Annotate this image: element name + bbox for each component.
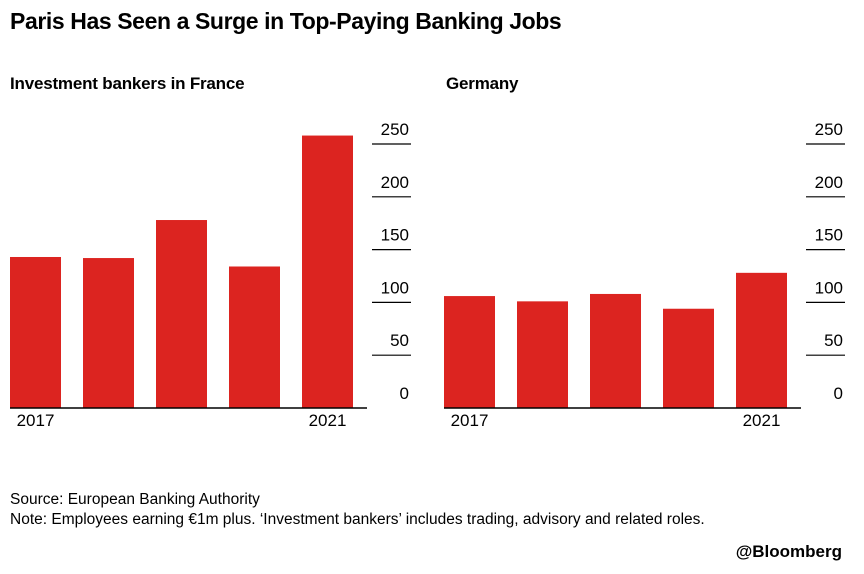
germany-ytick-label: 50 bbox=[824, 331, 843, 350]
germany-xtick-label: 2021 bbox=[743, 411, 781, 430]
france-ytick-label: 250 bbox=[381, 120, 409, 139]
france-ytick-label: 200 bbox=[381, 173, 409, 192]
germany-ytick-label: 100 bbox=[815, 278, 843, 297]
germany-bar-2017 bbox=[444, 296, 495, 408]
germany-bar-2020 bbox=[663, 308, 714, 408]
france-ytick-label: 0 bbox=[400, 384, 409, 403]
germany-ytick-label: 150 bbox=[815, 226, 843, 245]
germany-bar-chart: 0 50 100 150 200 250 2017 2021 bbox=[444, 120, 845, 430]
source-note: Source: European Banking Authority bbox=[10, 491, 260, 508]
france-bar-chart: 0 50 100 150 200 250 2017 2021 bbox=[10, 120, 411, 430]
france-xtick-label: 2017 bbox=[17, 411, 55, 430]
france-bar-2020 bbox=[229, 266, 280, 408]
germany-bar-2019 bbox=[590, 293, 641, 408]
germany-ytick-label: 250 bbox=[815, 120, 843, 139]
bloomberg-logo-text: @Bloomberg bbox=[735, 542, 842, 561]
footer: Source: European Banking Authority Note:… bbox=[10, 490, 830, 530]
germany-bar-2018 bbox=[517, 301, 568, 408]
france-bar-2021 bbox=[302, 135, 353, 408]
france-bar-2017 bbox=[10, 256, 61, 408]
germany-ytick-label: 0 bbox=[834, 384, 843, 403]
france-xtick-label: 2021 bbox=[309, 411, 347, 430]
germany-xtick-label: 2017 bbox=[451, 411, 489, 430]
france-ytick-label: 100 bbox=[381, 278, 409, 297]
panel-title-germany: Germany bbox=[446, 74, 519, 93]
france-bar-2018 bbox=[83, 258, 134, 408]
france-ytick-label: 50 bbox=[390, 331, 409, 350]
chart-title: Paris Has Seen a Surge in Top-Paying Ban… bbox=[10, 8, 562, 34]
france-ytick-label: 150 bbox=[381, 226, 409, 245]
panel-title-france: Investment bankers in France bbox=[10, 74, 245, 93]
france-bar-2019 bbox=[156, 220, 207, 408]
germany-ytick-label: 200 bbox=[815, 173, 843, 192]
germany-bar-2021 bbox=[736, 272, 787, 408]
footnote: Note: Employees earning €1m plus. ‘Inves… bbox=[10, 511, 705, 528]
